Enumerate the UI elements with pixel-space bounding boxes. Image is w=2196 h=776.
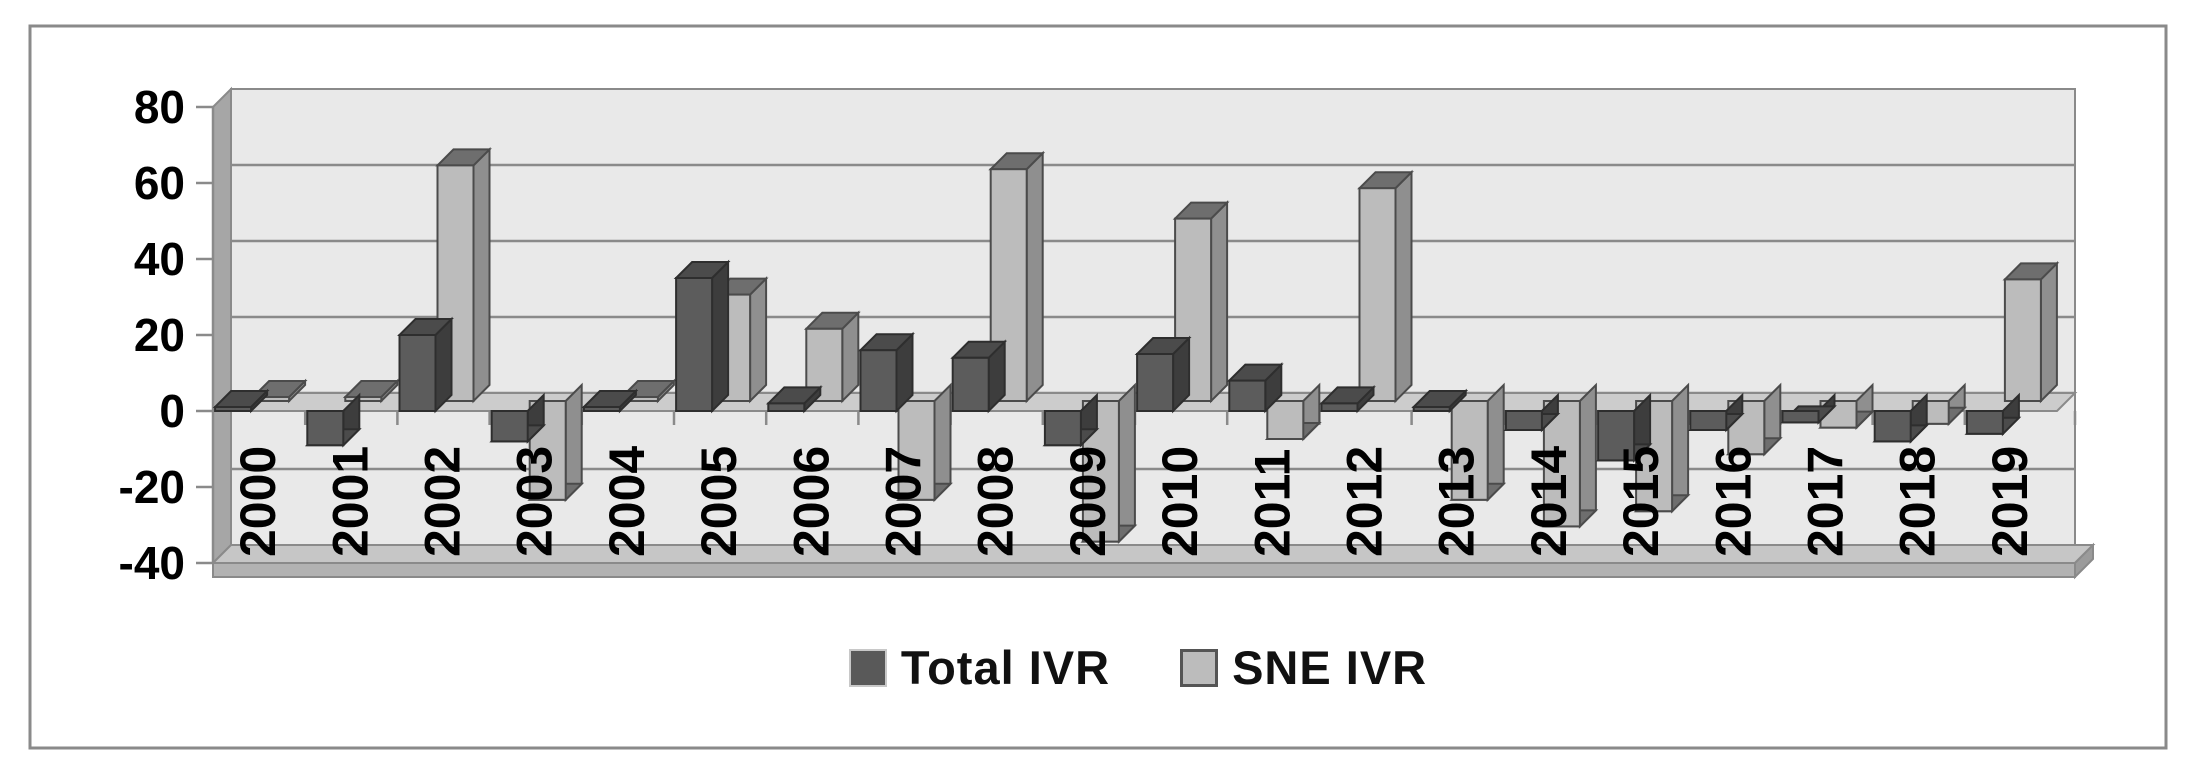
bar-group-2000	[212, 378, 308, 414]
bar-side	[1394, 169, 1413, 404]
bar-front	[767, 402, 806, 412]
x-category-label: 2000	[230, 446, 286, 557]
bar-group-2013	[1411, 382, 1507, 503]
bar-group-2012	[1319, 169, 1414, 414]
bar-group-2008	[950, 150, 1046, 414]
bar-group-2016	[1687, 382, 1783, 457]
y-tick-label: 20	[134, 309, 185, 361]
chart-legend: Total IVR SNE IVR	[40, 640, 2196, 695]
bar-side	[749, 276, 768, 404]
x-category-label: 2013	[1429, 446, 1485, 557]
y-tick-label: 40	[134, 233, 185, 285]
bar-side	[711, 259, 730, 414]
bar-group-2017	[1780, 382, 1875, 431]
legend-label-sne-ivr: SNE IVR	[1232, 641, 1428, 694]
bar-front	[344, 396, 383, 402]
x-category-label: 2011	[1244, 449, 1300, 557]
x-category-label: 2008	[968, 446, 1024, 557]
bar-front	[582, 406, 621, 412]
bar-side	[1671, 382, 1690, 514]
bar-side	[933, 382, 952, 503]
bar-group-2003	[489, 382, 585, 503]
bar-group-2001	[304, 378, 400, 448]
bar-group-2018	[1872, 382, 1968, 444]
bar-front	[2003, 278, 2042, 402]
bar-group-2005	[673, 259, 769, 414]
x-category-label: 2018	[1890, 446, 1946, 557]
x-category-label: 2007	[876, 446, 932, 557]
x-category-label: 2009	[1060, 446, 1116, 557]
sne-ivr-swatch-icon	[1180, 648, 1219, 687]
legend-item-total-ivr: Total IVR	[848, 640, 1111, 695]
x-category-label: 2014	[1521, 446, 1577, 557]
bar-group-2009	[1042, 382, 1138, 545]
x-category-label: 2003	[507, 446, 563, 557]
bar-side	[1117, 382, 1136, 545]
y-tick-label: -20	[119, 461, 185, 513]
x-category-label: 2004	[599, 446, 655, 557]
bar-group-2002	[397, 146, 492, 414]
bar-front	[1504, 410, 1543, 431]
bar-front	[1781, 410, 1820, 424]
legend-item-sne-ivr: SNE IVR	[1180, 640, 1427, 695]
bar-front	[859, 349, 898, 413]
bar-front	[1266, 400, 1305, 440]
bar-side	[1210, 200, 1229, 404]
bar-front	[1965, 410, 2004, 435]
bar-front	[1412, 406, 1451, 412]
bar-front	[1873, 410, 1912, 443]
x-category-label: 2015	[1613, 446, 1669, 557]
bar-front	[1136, 353, 1175, 412]
x-category-label: 2017	[1798, 446, 1854, 557]
bar-side	[1025, 150, 1044, 404]
legend-label-total-ivr: Total IVR	[900, 641, 1111, 694]
bar-front	[1597, 410, 1636, 462]
x-category-label: 2005	[691, 446, 747, 557]
bar-front	[306, 410, 345, 447]
bar-group-2007	[858, 331, 953, 503]
bar-front	[1228, 379, 1267, 413]
bar-side	[472, 146, 491, 404]
bar-group-2011	[1226, 362, 1322, 442]
bar-group-2014	[1503, 382, 1599, 529]
bar-group-2019	[1964, 260, 2060, 437]
bar-front	[951, 356, 990, 412]
x-category-label: 2016	[1705, 446, 1761, 557]
bar-front	[398, 334, 437, 412]
total-ivr-swatch-icon	[848, 648, 887, 687]
bar-group-2015	[1595, 382, 1691, 514]
y-tick-label: 60	[134, 157, 185, 209]
bar-front	[490, 410, 529, 443]
bar-side	[1486, 382, 1505, 503]
bar-front	[1320, 402, 1359, 412]
x-category-label: 2019	[1982, 446, 2038, 557]
bar-side	[1578, 382, 1597, 529]
bar-group-2010	[1134, 200, 1230, 414]
bar-front	[214, 406, 253, 412]
left-wall	[212, 86, 232, 566]
bar-group-2006	[765, 310, 861, 414]
bar-front	[1542, 400, 1581, 528]
x-category-label: 2010	[1152, 446, 1208, 557]
plinth-side	[2074, 542, 2094, 580]
bar-front	[1043, 410, 1082, 447]
bar-front	[1689, 410, 1728, 431]
bar-side	[2039, 260, 2058, 404]
x-category-label: 2001	[322, 446, 378, 557]
y-tick-label: 80	[134, 81, 185, 133]
y-tick-label: 0	[159, 385, 185, 437]
bar-front	[1450, 400, 1489, 501]
plinth-front	[212, 562, 2076, 578]
bar-front	[1358, 187, 1397, 402]
bar-front	[675, 277, 714, 412]
bar-side	[564, 382, 583, 503]
x-category-label: 2002	[415, 446, 471, 557]
bar-group-2004	[581, 378, 677, 414]
x-category-label: 2006	[783, 446, 839, 557]
x-category-label: 2012	[1337, 446, 1393, 557]
bar-front	[897, 400, 936, 501]
y-tick-label: -40	[119, 537, 185, 589]
